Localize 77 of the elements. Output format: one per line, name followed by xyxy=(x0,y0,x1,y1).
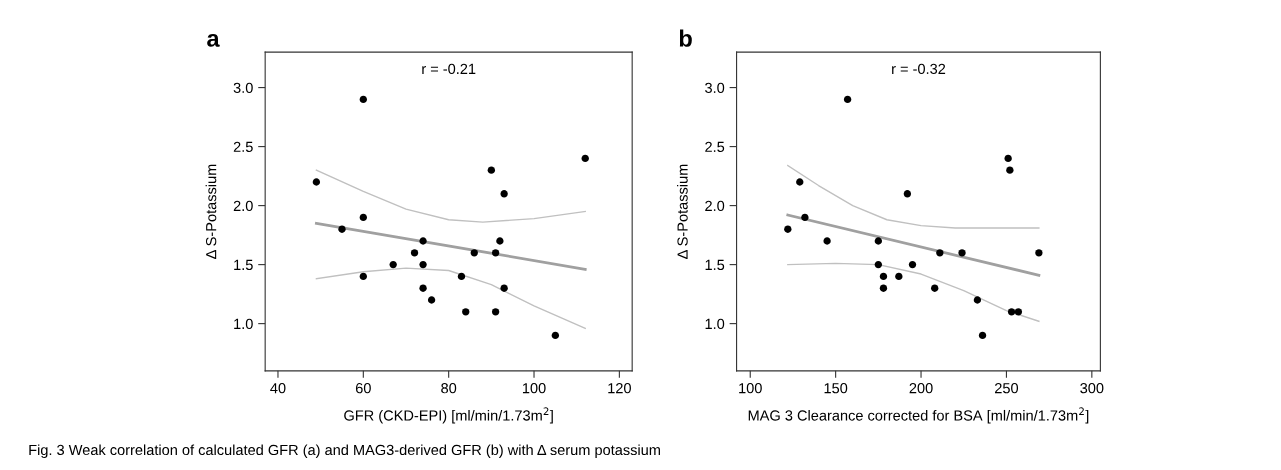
point xyxy=(1006,166,1014,174)
point xyxy=(1007,308,1016,316)
point xyxy=(879,284,888,292)
point xyxy=(903,190,912,198)
y-tick-label: 3.0 xyxy=(233,82,253,93)
point xyxy=(419,260,427,269)
x-tick-label: 40 xyxy=(270,383,286,394)
point xyxy=(973,296,982,304)
point xyxy=(978,331,987,340)
point xyxy=(470,249,478,257)
line-series xyxy=(315,169,586,223)
point xyxy=(359,213,367,222)
point xyxy=(487,166,496,174)
y-axis-title: Δ S-Potassium xyxy=(677,164,688,259)
chart-title: a xyxy=(207,33,220,47)
point xyxy=(312,178,321,186)
x-axis-title: GFR (CKD-EPI) [ml/min/1.73m$^{2}$] xyxy=(344,407,553,424)
x-tick-label: 120 xyxy=(608,383,631,394)
x-tick-label: 300 xyxy=(1080,383,1104,394)
point xyxy=(581,154,589,163)
point xyxy=(958,249,966,257)
y-tick-label: 1.5 xyxy=(705,259,725,271)
y-tick-label: 3.0 xyxy=(705,82,725,93)
point xyxy=(491,249,500,257)
y-axis-title: Δ S-Potassium xyxy=(205,164,217,259)
point xyxy=(491,308,500,316)
point xyxy=(462,308,470,316)
annotation: r = -0.21 xyxy=(422,63,476,75)
point xyxy=(908,260,917,269)
point xyxy=(359,95,367,104)
point xyxy=(931,284,939,292)
point xyxy=(500,284,508,292)
point xyxy=(410,249,419,257)
point xyxy=(1035,249,1043,257)
x-tick-label: 80 xyxy=(441,383,457,394)
y-tick-label: 2.0 xyxy=(233,200,253,212)
y-tick-label: 2.5 xyxy=(705,141,725,153)
x-tick-label: 60 xyxy=(355,383,371,394)
chart-title: b xyxy=(679,29,692,47)
line-series xyxy=(787,164,1040,229)
caption: Fig. 3 Weak correlation of calculated GFR (a) and MAG3-derived GFR (b) with Δ serum potassium xyxy=(29,444,660,458)
y-tick-label: 2.0 xyxy=(705,200,725,212)
point xyxy=(389,260,397,269)
x-tick-label: 150 xyxy=(824,383,848,394)
annotation: r = -0.32 xyxy=(892,63,946,75)
point xyxy=(1014,308,1023,316)
point xyxy=(419,284,427,292)
y-tick-label: 1.5 xyxy=(234,259,253,271)
point xyxy=(457,272,466,281)
point xyxy=(1004,154,1012,163)
point xyxy=(874,260,883,269)
point xyxy=(427,296,436,304)
point xyxy=(784,225,792,233)
x-tick-label: 100 xyxy=(739,383,762,394)
line-series xyxy=(787,262,1040,322)
point xyxy=(874,237,883,245)
point xyxy=(801,213,809,222)
point xyxy=(338,225,346,233)
point xyxy=(879,272,888,281)
point xyxy=(551,331,560,340)
point xyxy=(359,272,367,281)
point xyxy=(823,237,831,245)
point xyxy=(419,237,427,245)
x-axis-title: MAG 3 Clearance corrected for BSA [ml/min/1.73m$^{2}$] xyxy=(748,407,1089,424)
point xyxy=(895,272,903,281)
y-tick-label: 1.0 xyxy=(234,318,253,330)
x-tick-label: 100 xyxy=(522,383,546,394)
x-tick-label: 250 xyxy=(995,383,1019,394)
y-tick-label: 2.5 xyxy=(233,141,253,153)
point xyxy=(496,237,504,245)
point xyxy=(500,190,508,198)
x-tick-label: 200 xyxy=(909,383,933,394)
y-tick-label: 1.0 xyxy=(705,318,725,330)
point xyxy=(936,249,944,257)
line-series xyxy=(315,267,586,330)
point xyxy=(843,95,852,104)
point xyxy=(796,178,804,186)
